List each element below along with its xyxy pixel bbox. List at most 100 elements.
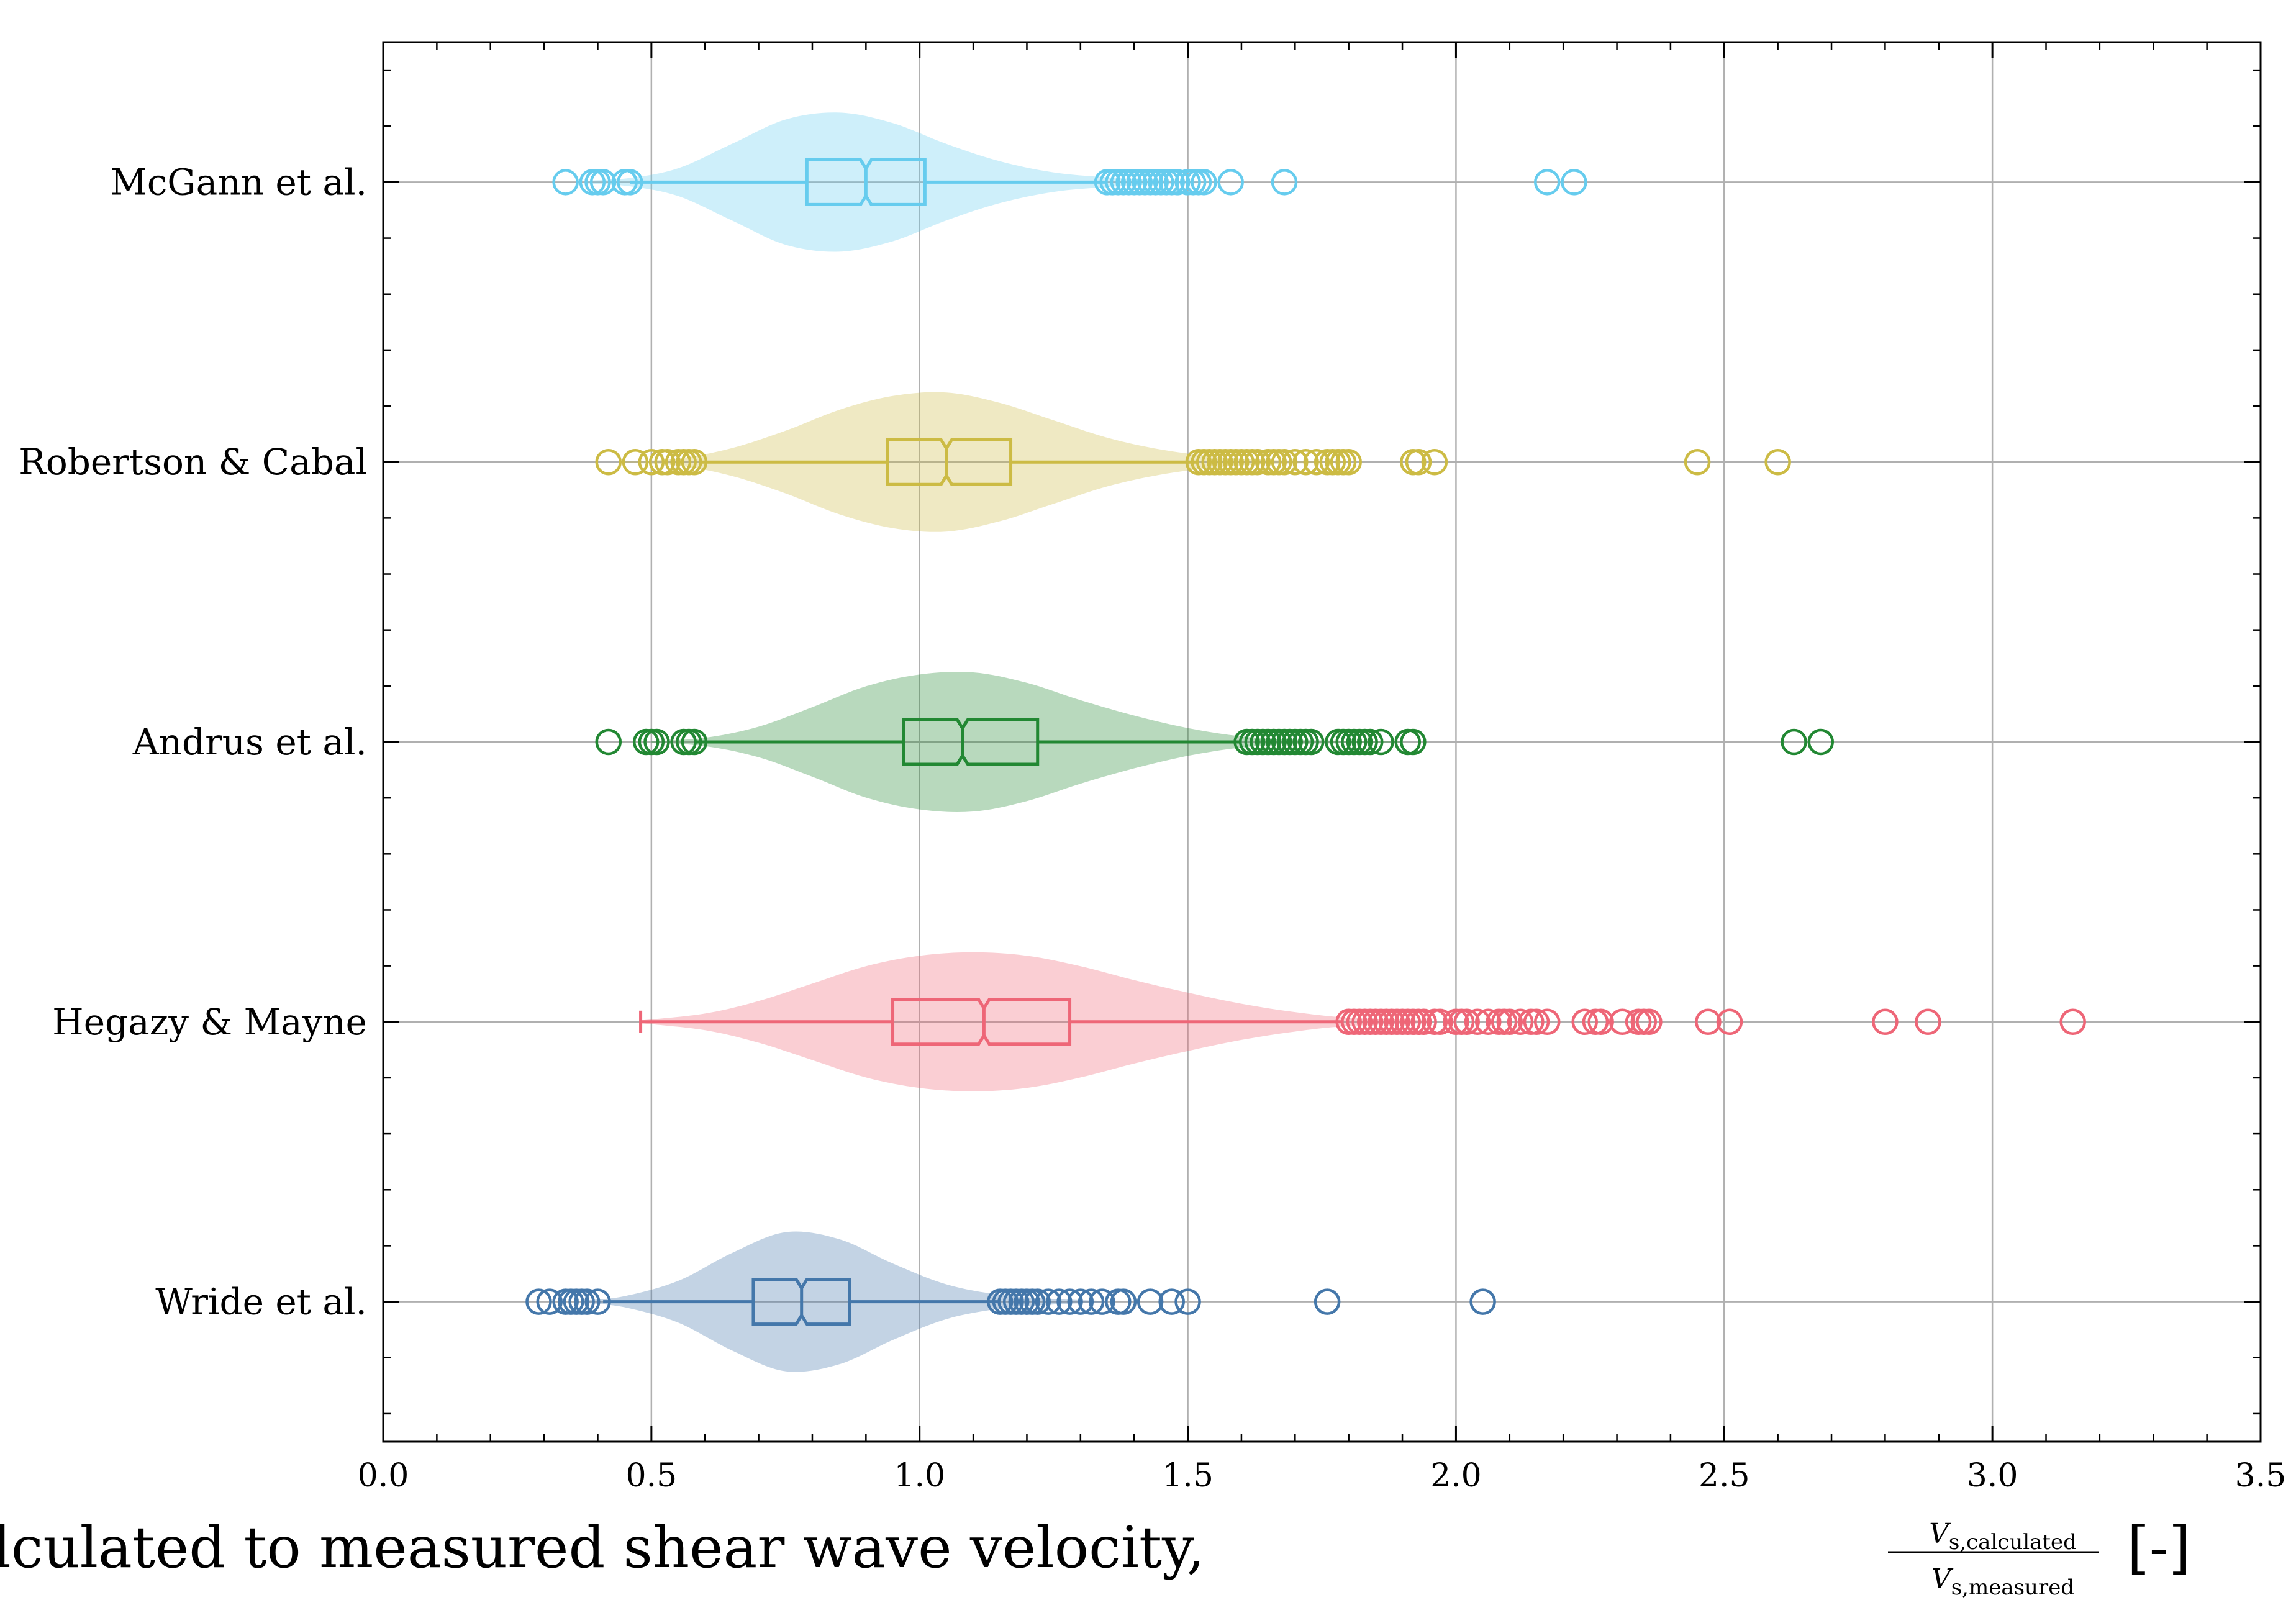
outlier-point [573, 1288, 601, 1315]
outlier-point [1356, 728, 1384, 756]
outlier-point [1046, 1288, 1073, 1315]
outlier-point [1056, 1288, 1083, 1315]
outlier-point [1067, 1288, 1094, 1315]
svg-text:Vs,calculated: Vs,calculated [1929, 1518, 2077, 1555]
outlier-point [1174, 1288, 1201, 1315]
outlier-point [1335, 448, 1362, 476]
outlier-point [525, 1288, 552, 1315]
outlier-point [617, 169, 643, 196]
outlier-point [1089, 1288, 1115, 1315]
x-axis-unit: [-] [2127, 1514, 2191, 1581]
outlier-point [654, 448, 681, 476]
fraction-denominator: V [1931, 1563, 1954, 1595]
outlier-point [1453, 1008, 1480, 1036]
x-axis-label: Ratio of calculated to measured shear wa… [0, 1514, 2191, 1600]
outlier-layer [525, 169, 2086, 1315]
violin-robertson-cabal [624, 392, 1349, 532]
outlier-point [1421, 448, 1448, 476]
x-axis-label-fraction: Vs,calculated Vs,measured [1888, 1518, 2099, 1600]
x-tick-label: 2.0 [1430, 1457, 1482, 1494]
outlier-point [638, 448, 665, 476]
outlier-point [1158, 1288, 1185, 1315]
outlier-point [1024, 1288, 1051, 1315]
outlier-point [1217, 169, 1244, 196]
outlier-point [1523, 1008, 1550, 1036]
outlier-point [1282, 448, 1309, 476]
outlier-point [681, 728, 708, 756]
outlier-point [1035, 1288, 1062, 1315]
violin-wride-et-al [587, 1231, 1108, 1372]
axis-ticks [382, 42, 2262, 1442]
outlier-point [1507, 1008, 1534, 1036]
outlier-point [589, 169, 617, 196]
outlier-point [1464, 1008, 1491, 1036]
outlier-point [1469, 1288, 1496, 1315]
outlier-point [1297, 728, 1325, 756]
outlier-point [622, 448, 649, 476]
box-mcgann-et-al [805, 158, 927, 206]
outlier-point [1410, 1008, 1437, 1036]
category-label-hegazy-mayne: Hegazy & Mayne [52, 1001, 367, 1043]
x-tick-label: 3.5 [2235, 1457, 2287, 1494]
outlier-point [1534, 1008, 1561, 1036]
outlier-point [1405, 448, 1432, 476]
outlier-point [584, 1288, 611, 1315]
category-label-robertson-cabal: Robertson & Cabal [19, 441, 367, 483]
x-tick-label: 0.0 [358, 1457, 409, 1494]
x-axis-label-text: Ratio of calculated to measured shear wa… [0, 1514, 1205, 1581]
outlier-point [1915, 1008, 1941, 1036]
outlier-point [1314, 1288, 1341, 1315]
outlier-point [1496, 1008, 1523, 1036]
violin-layer [587, 112, 1430, 1372]
outlier-point [1684, 448, 1711, 476]
violin-mcgann-et-al [587, 112, 1215, 252]
svg-text:Vs,measured: Vs,measured [1931, 1563, 2074, 1600]
outlier-point [1271, 448, 1298, 476]
outlier-point [643, 728, 670, 756]
boxplot-layer [603, 158, 1344, 1326]
outlier-point [1110, 1288, 1137, 1315]
category-label-wride-et-al: Wride et al. [155, 1281, 367, 1323]
outlier-point [1475, 1008, 1502, 1036]
outlier-point [1571, 1008, 1598, 1036]
outlier-point [1164, 169, 1191, 196]
outlier-point [595, 728, 622, 756]
outlier-point [595, 448, 622, 476]
box-wride-et-al [751, 1278, 851, 1326]
box-hegazy-mayne [891, 998, 1072, 1046]
x-tick-label: 2.5 [1699, 1457, 1750, 1494]
outlier-point [1609, 1008, 1636, 1036]
x-tick-label: 0.5 [626, 1457, 678, 1494]
outlier-point [1561, 169, 1587, 196]
outlier-point [1807, 728, 1835, 756]
outlier-point [1587, 1008, 1614, 1036]
box-robertson-cabal [886, 438, 1013, 486]
category-label-mcgann-et-al: McGann et al. [110, 161, 367, 203]
outlier-point [1764, 448, 1791, 476]
outlier-point [1191, 169, 1217, 196]
outlier-point [1271, 169, 1298, 196]
violin-andrus-et-al [651, 672, 1403, 812]
fraction-denominator-sub: s,measured [1951, 1575, 2074, 1600]
outlier-point [1303, 448, 1330, 476]
x-tick-label: 1.5 [1162, 1457, 1214, 1494]
outlier-point [1400, 728, 1427, 756]
x-tick-label: 3.0 [1967, 1457, 2018, 1494]
x-tick-label: 1.0 [894, 1457, 945, 1494]
outlier-point [1636, 1008, 1663, 1036]
axis-labels: 0.0 0.5 1.0 1.5 2.0 2.5 3.0 3.5 McGann et al. Rob… [19, 161, 2286, 1494]
outlier-point [1078, 1288, 1105, 1315]
outlier-point [1427, 1008, 1453, 1036]
outlier-point [1781, 728, 1807, 756]
category-label-andrus-et-al: Andrus et al. [132, 721, 367, 763]
fraction-numerator-sub: s,calculated [1949, 1530, 2077, 1555]
outlier-point [1716, 1008, 1743, 1036]
violin-hegazy-mayne [640, 952, 1430, 1091]
box-andrus-et-al [902, 718, 1040, 766]
outlier-point [536, 1288, 563, 1315]
outlier-point [1137, 1288, 1164, 1315]
fraction-numerator: V [1929, 1518, 1951, 1550]
outlier-point [1534, 169, 1561, 196]
outlier-point [1872, 1008, 1899, 1036]
